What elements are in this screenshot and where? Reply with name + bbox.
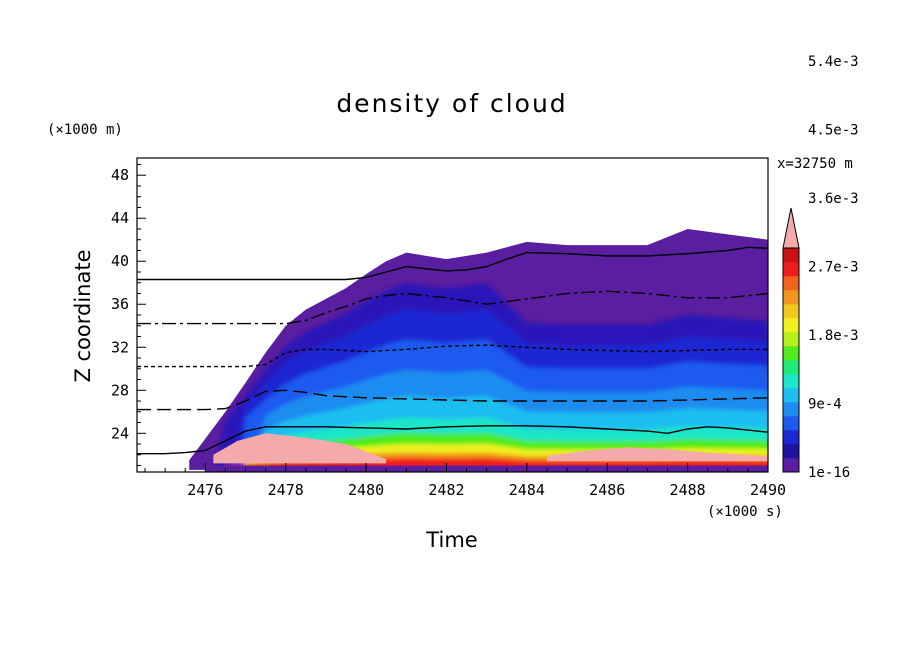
x-unit-label: (×1000 s): [707, 504, 783, 520]
y-tick-label-48: 48: [111, 166, 129, 184]
colorbar-label-1: 1e-16: [808, 465, 850, 481]
colorbar-swatch-13: [783, 290, 799, 305]
colorbar: 1e-16 9e-4 1.8e-3 2.7e-3 3.6e-3 4.5e-3 5.4e-3: [782, 54, 859, 481]
y-unit-label: (×1000 m): [47, 122, 123, 138]
x-tick-label-2488: 2488: [670, 481, 706, 499]
chart-title: density of cloud: [336, 89, 567, 118]
density-base-strip: [205, 465, 768, 472]
colorbar-extend-triangle: [782, 207, 800, 249]
colorbar-swatch-15: [783, 262, 799, 277]
y-tick-label-24: 24: [111, 424, 129, 442]
y-tick-label-36: 36: [111, 295, 129, 313]
x-axis-label: Time: [425, 528, 477, 552]
y-tick-label-32: 32: [111, 338, 129, 356]
contour-line-5: [137, 246, 768, 281]
colorbar-swatch-5: [783, 402, 799, 417]
colorbar-swatch-6: [783, 388, 799, 403]
colorbar-swatch-4: [783, 416, 799, 431]
colorbar-label-7: 5.4e-3: [808, 54, 859, 70]
y-axis: 24 28 32 36 40 44 48: [111, 163, 146, 467]
contour-line-3: [137, 344, 768, 368]
contour-line-1: [137, 425, 768, 455]
x-tick-label-2486: 2486: [589, 481, 625, 499]
position-annotation: x=32750 m: [777, 156, 853, 172]
colorbar-swatch-7: [783, 374, 799, 389]
x-tick-label-2490: 2490: [750, 481, 786, 499]
contour-line-2: [137, 389, 768, 411]
colorbar-label-5: 3.6e-3: [808, 191, 859, 207]
density-field: [189, 228, 768, 472]
colorbar-label-4: 2.7e-3: [808, 260, 859, 276]
colorbar-label-2: 9e-4: [808, 397, 842, 413]
density-max-region-2: [546, 447, 768, 462]
contour-line-4: [137, 290, 768, 325]
colorbar-swatch-8: [783, 360, 799, 375]
colorbar-swatch-2: [783, 444, 799, 459]
y-axis-label: Z coordinate: [71, 249, 95, 382]
y-tick-label-28: 28: [111, 381, 129, 399]
colorbar-swatch-9: [783, 346, 799, 361]
colorbar-swatch-11: [783, 318, 799, 333]
colorbar-frame: [782, 247, 800, 473]
density-max-region: [213, 433, 387, 464]
colorbar-swatch-10: [783, 332, 799, 347]
x-tick-label-2478: 2478: [268, 481, 304, 499]
colorbar-swatch-14: [783, 276, 799, 291]
contour-lines: [137, 246, 768, 455]
x-tick-label-2476: 2476: [187, 481, 223, 499]
x-axis: 2476 2478 2480 2482 2484 2486 2488 2490: [144, 463, 786, 499]
colorbar-swatch-1: [783, 458, 799, 473]
x-tick-label-2480: 2480: [348, 481, 384, 499]
colorbar-swatch-16: [783, 248, 799, 263]
colorbar-label-3: 1.8e-3: [808, 328, 859, 344]
x-tick-label-2482: 2482: [428, 481, 464, 499]
y-tick-label-44: 44: [111, 209, 129, 227]
colorbar-swatch-12: [783, 304, 799, 319]
x-tick-label-2484: 2484: [509, 481, 545, 499]
colorbar-label-6: 4.5e-3: [808, 123, 859, 139]
colorbar-swatch-3: [783, 430, 799, 445]
y-tick-label-40: 40: [111, 252, 129, 270]
